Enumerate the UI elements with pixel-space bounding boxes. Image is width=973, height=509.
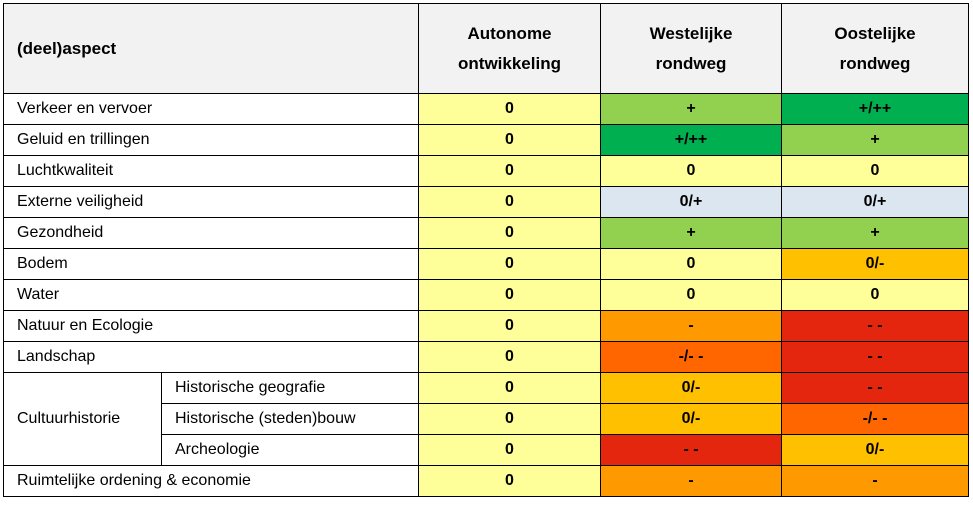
score-cell: 0 xyxy=(418,93,601,125)
score-cell: + xyxy=(600,217,782,249)
score-cell: 0 xyxy=(418,124,601,156)
score-cell: 0 xyxy=(418,372,601,404)
score-cell: - xyxy=(600,465,782,497)
header-aspect: (deel)aspect xyxy=(3,3,419,94)
row-label: Ruimtelijke ordening & economie xyxy=(3,465,419,497)
score-cell: - - xyxy=(781,372,969,404)
assessment-table: (deel)aspect Autonome ontwikkeling Weste… xyxy=(3,3,969,497)
subrow-label: Historische geografie xyxy=(161,372,419,404)
header-row: (deel)aspect Autonome ontwikkeling Weste… xyxy=(3,3,969,94)
row-label: Water xyxy=(3,279,419,311)
score-cell: - xyxy=(600,310,782,342)
row-label: Geluid en trillingen xyxy=(3,124,419,156)
header-westelijke: Westelijke rondweg xyxy=(600,3,782,94)
table-row: Geluid en trillingen 0 +/++ + xyxy=(3,124,969,156)
score-cell: 0 xyxy=(418,465,601,497)
score-cell: -/- - xyxy=(600,341,782,373)
table-row: Gezondheid 0 + + xyxy=(3,217,969,249)
table-row: Verkeer en vervoer 0 + +/++ xyxy=(3,93,969,125)
score-cell: - - xyxy=(781,341,969,373)
score-cell: 0 xyxy=(418,341,601,373)
table-row: Archeologie 0 - - 0/- xyxy=(4,434,969,466)
table-row: Luchtkwaliteit 0 0 0 xyxy=(3,155,969,187)
group-label: Cultuurhistorie xyxy=(3,372,162,466)
score-cell: +/++ xyxy=(600,124,782,156)
score-cell: 0 xyxy=(781,279,969,311)
header-autonome: Autonome ontwikkeling xyxy=(418,3,601,94)
table-row: Cultuurhistorie Historische geografie 0 … xyxy=(3,372,969,466)
score-cell: + xyxy=(781,124,969,156)
score-cell: 0 xyxy=(418,186,601,218)
row-label: Verkeer en vervoer xyxy=(3,93,419,125)
table-row: Landschap 0 -/- - - - xyxy=(3,341,969,373)
table-row: Bodem 0 0 0/- xyxy=(3,248,969,280)
score-cell: -/- - xyxy=(781,403,969,435)
score-cell: 0 xyxy=(600,155,782,187)
score-cell: 0/- xyxy=(781,248,969,280)
score-cell: 0/+ xyxy=(600,186,782,218)
row-label: Luchtkwaliteit xyxy=(3,155,419,187)
row-label: Landschap xyxy=(3,341,419,373)
score-cell: 0 xyxy=(418,248,601,280)
score-cell: 0 xyxy=(781,155,969,187)
header-oostelijke: Oostelijke rondweg xyxy=(781,3,969,94)
header-line: Westelijke xyxy=(649,23,733,43)
header-line: ontwikkeling xyxy=(458,53,561,73)
score-cell: 0 xyxy=(418,217,601,249)
score-cell: 0 xyxy=(418,279,601,311)
table-row: Externe veiligheid 0 0/+ 0/+ xyxy=(3,186,969,218)
table-row: Water 0 0 0 xyxy=(3,279,969,311)
row-label: Natuur en Ecologie xyxy=(3,310,419,342)
score-cell: - - xyxy=(600,434,782,466)
score-cell: 0/+ xyxy=(781,186,969,218)
score-cell: + xyxy=(600,93,782,125)
score-cell: 0 xyxy=(418,403,601,435)
score-cell: - - xyxy=(781,310,969,342)
table-row: Ruimtelijke ordening & economie 0 - - xyxy=(3,465,969,497)
subrow-label: Archeologie xyxy=(161,434,419,466)
score-cell: 0/- xyxy=(781,434,969,466)
score-cell: 0 xyxy=(418,310,601,342)
header-line: Oostelijke xyxy=(834,23,916,43)
header-line: Autonome xyxy=(467,23,552,43)
table-row: Natuur en Ecologie 0 - - - xyxy=(3,310,969,342)
score-cell: 0 xyxy=(600,248,782,280)
score-cell: + xyxy=(781,217,969,249)
score-cell: 0/- xyxy=(600,372,782,404)
header-line: rondweg xyxy=(839,53,911,73)
row-label: Bodem xyxy=(3,248,419,280)
score-cell: +/++ xyxy=(781,93,969,125)
score-cell: 0 xyxy=(418,434,601,466)
subrow-label: Historische (steden)bouw xyxy=(161,403,419,435)
score-cell: 0 xyxy=(418,155,601,187)
score-cell: 0/- xyxy=(600,403,782,435)
score-cell: 0 xyxy=(600,279,782,311)
score-cell: - xyxy=(781,465,969,497)
header-line: rondweg xyxy=(655,53,727,73)
table-row: Historische (steden)bouw 0 0/- -/- - xyxy=(4,403,969,435)
row-label: Externe veiligheid xyxy=(3,186,419,218)
row-label: Gezondheid xyxy=(3,217,419,249)
